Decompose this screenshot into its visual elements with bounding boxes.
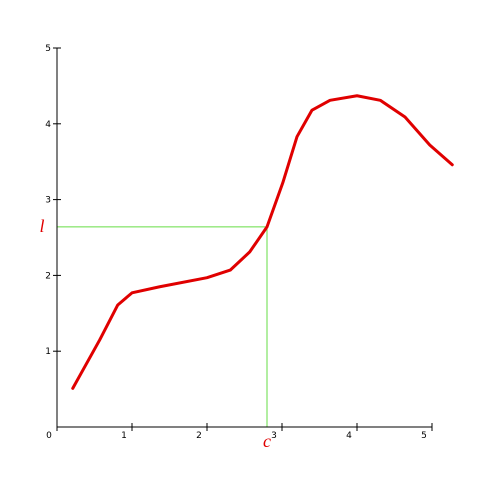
annotation: c [263, 431, 271, 451]
x-tick-label: 3 [271, 431, 277, 441]
curve [71, 94, 454, 390]
x-tick-label: 0 [46, 431, 52, 441]
x-tick-label: 1 [121, 431, 127, 441]
x-tick-label: 5 [421, 431, 427, 441]
annotation: l [39, 216, 44, 236]
y-tick-label: 5 [45, 44, 51, 54]
y-tick-label: 3 [45, 196, 51, 206]
y-tick-label: 4 [45, 120, 51, 130]
y-tick-label: 1 [45, 347, 51, 357]
y-tick-label: 2 [45, 271, 51, 281]
x-tick-label: 4 [346, 431, 352, 441]
x-tick-label: 2 [196, 431, 202, 441]
